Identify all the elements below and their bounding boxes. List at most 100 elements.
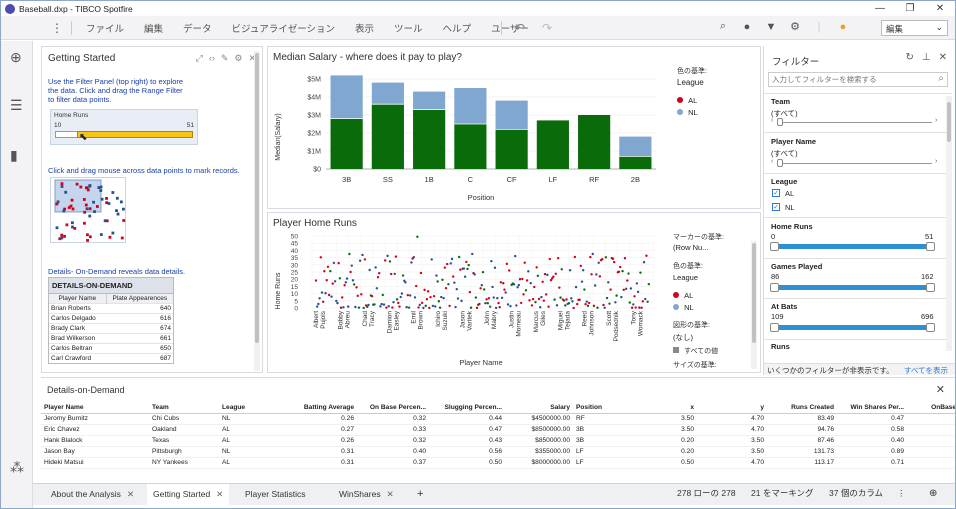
- details-column-header[interactable]: League: [222, 403, 246, 411]
- details-row[interactable]: Hideki Matsui NY Yankees AL 0.31 0.37 0.50 $80…: [41, 457, 955, 468]
- menu-file[interactable]: ファイル: [86, 24, 125, 35]
- atbats-min-knob[interactable]: [770, 323, 779, 332]
- player-slider-knob[interactable]: [777, 159, 783, 167]
- more-options-icon[interactable]: ⋮: [897, 488, 906, 498]
- scatter-xtick-label: Reed: [582, 311, 589, 327]
- details-column-header[interactable]: Position: [576, 403, 603, 411]
- filter-search-input[interactable]: [769, 73, 929, 86]
- games-min-knob[interactable]: [770, 283, 779, 292]
- details-column-header[interactable]: y: [760, 403, 764, 411]
- undo-icon[interactable]: ↶: [515, 21, 526, 35]
- close-window-button[interactable]: ✕: [935, 3, 945, 14]
- league-al-checkbox[interactable]: ✓: [772, 189, 780, 197]
- filter-search-box[interactable]: ⌕: [768, 72, 948, 87]
- gear-icon[interactable]: ⚙: [234, 53, 243, 63]
- team-slider-knob[interactable]: [777, 118, 783, 126]
- atbats-range-slider[interactable]: [774, 325, 932, 330]
- menu-help[interactable]: ヘルプ: [442, 24, 472, 35]
- atbats-max-knob[interactable]: [926, 323, 935, 332]
- gs-scrollbar-thumb[interactable]: [255, 53, 259, 343]
- details-row[interactable]: Jason Bay Pittsburgh NL 0.31 0.40 0.56 $355000…: [41, 446, 955, 457]
- details-column-header[interactable]: x: [690, 403, 694, 411]
- edit-mode-select[interactable]: 編集 ⌄: [881, 20, 948, 36]
- menu-user[interactable]: ユーザー: [491, 24, 529, 35]
- details-column-header[interactable]: Win Shares Per...: [850, 403, 904, 411]
- close-icon[interactable]: ✕: [126, 489, 135, 499]
- redo-icon[interactable]: ↷: [542, 21, 553, 35]
- bar-legend-item-al[interactable]: AL: [677, 96, 697, 105]
- close-icon[interactable]: ✕: [938, 52, 947, 63]
- shape-all-item[interactable]: すべての値: [673, 346, 718, 356]
- league-nl-checkbox[interactable]: ✓: [772, 203, 780, 211]
- network-icon[interactable]: ⁂: [10, 459, 24, 475]
- add-icon[interactable]: ⊕: [10, 49, 22, 65]
- menu-edit[interactable]: 編集: [144, 24, 164, 35]
- filter-scrollbar-thumb[interactable]: [947, 102, 951, 142]
- close-icon[interactable]: ✕: [386, 489, 394, 499]
- details-column-header[interactable]: On Base Percen...: [369, 403, 426, 411]
- legend-scrollbar[interactable]: [751, 241, 757, 369]
- scatter-point: [484, 301, 487, 305]
- restore-button[interactable]: ❐: [905, 3, 915, 14]
- more-menu-icon[interactable]: ⋮: [51, 21, 63, 35]
- details-column-header[interactable]: Batting Average: [303, 403, 354, 411]
- legend-scrollbar-thumb[interactable]: [752, 243, 756, 343]
- slider-right-icon[interactable]: ›: [935, 117, 938, 124]
- filter-games-label: Games Played: [771, 262, 823, 271]
- edit-pencil-icon[interactable]: ✎: [220, 53, 229, 63]
- globe-icon[interactable]: ⊕: [929, 488, 938, 499]
- sc-legend-item-nl[interactable]: NL: [673, 303, 694, 312]
- bar-chart-icon[interactable]: ▮: [10, 147, 18, 163]
- slider-left-icon[interactable]: ‹: [771, 117, 774, 124]
- expand-icon[interactable]: ⤢: [195, 53, 203, 63]
- details-row[interactable]: Hank Blalock Texas AL 0.26 0.32 0.43 $850000.0…: [41, 435, 955, 446]
- tab-player-statistics[interactable]: Player Statistics: [239, 484, 311, 505]
- settings-gear-icon[interactable]: ⚙: [790, 21, 800, 33]
- details-row[interactable]: Jeromy Burnitz Chi Cubs NL 0.26 0.32 0.44 $450…: [41, 413, 955, 424]
- close-icon[interactable]: ✕: [935, 384, 945, 396]
- bar-legend-item-nl[interactable]: NL: [677, 108, 698, 117]
- sc-legend-item-al[interactable]: AL: [673, 291, 693, 300]
- team-list-slider[interactable]: [782, 122, 932, 123]
- search-icon[interactable]: ⌕: [719, 20, 727, 32]
- gs-scrollbar[interactable]: [254, 51, 260, 371]
- filter-scrollbar[interactable]: [946, 96, 952, 351]
- data-table-icon[interactable]: ☰: [10, 97, 23, 113]
- slider-right-icon[interactable]: ›: [935, 158, 938, 165]
- minimize-button[interactable]: —: [875, 3, 885, 14]
- hr-max-knob[interactable]: [926, 242, 935, 251]
- menu-divider: [71, 21, 72, 35]
- pin-icon[interactable]: ⊥: [921, 52, 931, 63]
- tab-about-the-analysis[interactable]: About the Analysis ✕: [45, 484, 140, 505]
- filter-icon[interactable]: ▼: [765, 20, 777, 33]
- notifications-icon[interactable]: ●: [839, 20, 847, 33]
- games-max-knob[interactable]: [926, 283, 935, 292]
- close-icon[interactable]: ✕: [248, 53, 256, 63]
- slider-left-icon[interactable]: ‹: [771, 158, 774, 165]
- menu-tools[interactable]: ツール: [394, 24, 423, 35]
- tab-winshares[interactable]: WinShares ✕: [333, 484, 400, 505]
- details-column-header[interactable]: OnBase: [931, 403, 956, 411]
- player-list-slider[interactable]: [782, 163, 932, 164]
- close-icon[interactable]: ✕: [216, 489, 224, 499]
- details-column-header[interactable]: Salary: [550, 403, 570, 411]
- menu-visualization[interactable]: ビジュアライゼーション: [231, 24, 336, 35]
- scatter-point: [438, 306, 442, 309]
- collaboration-icon[interactable]: ●: [743, 20, 751, 33]
- details-column-header[interactable]: Team: [152, 403, 169, 411]
- code-icon[interactable]: ‹›: [208, 53, 215, 63]
- menu-data[interactable]: データ: [183, 24, 212, 35]
- details-row[interactable]: Eric Chavez Oakland AL 0.27 0.33 0.47 $8500000…: [41, 424, 955, 435]
- details-column-header[interactable]: Runs Created: [791, 403, 834, 411]
- add-tab-button[interactable]: +: [417, 488, 424, 500]
- hr-range-slider[interactable]: [774, 244, 932, 249]
- details-column-header[interactable]: Slugging Percen...: [444, 403, 502, 411]
- details-column-header[interactable]: Player Name: [44, 403, 84, 411]
- reset-icon[interactable]: ↻: [905, 52, 914, 63]
- hr-min-knob[interactable]: [770, 242, 779, 251]
- menu-view[interactable]: 表示: [355, 24, 375, 35]
- games-range-slider[interactable]: [774, 285, 932, 290]
- show-all-link[interactable]: すべてを表示: [904, 366, 949, 375]
- tab-getting-started[interactable]: Getting Started ✕: [147, 484, 230, 505]
- scatter-point: [636, 290, 640, 294]
